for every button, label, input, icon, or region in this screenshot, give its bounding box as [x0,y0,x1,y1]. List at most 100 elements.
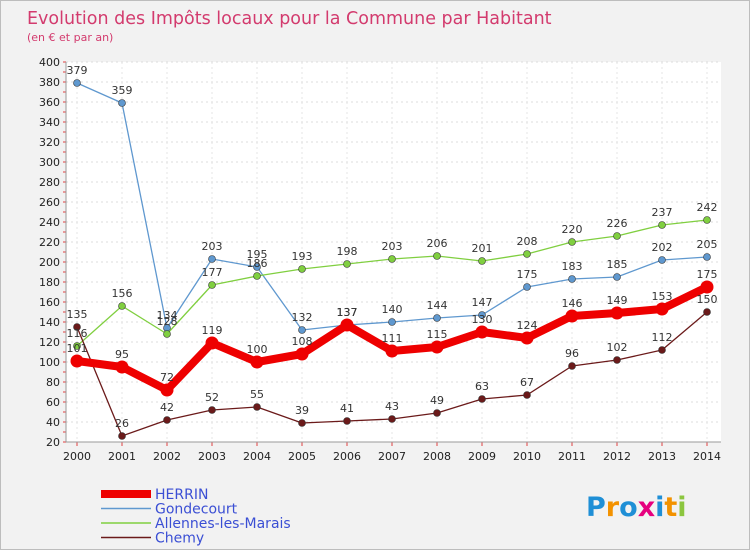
point-chemy [118,432,126,440]
data-label-allennes-les-marais: 208 [517,235,538,248]
point-gondecourt [568,275,576,283]
logo-letter: i [677,492,686,523]
point-chemy [163,416,171,424]
data-label-chemy: 39 [295,404,309,417]
data-label-gondecourt: 195 [247,248,268,261]
x-tick-label: 2010 [513,450,541,463]
data-label-chemy: 52 [205,391,219,404]
data-label-herrin: 149 [607,294,628,307]
point-allennes-les-marais [163,330,171,338]
x-tick-label: 2005 [288,450,316,463]
y-tick-label: 20 [46,436,60,449]
point-gondecourt [523,283,531,291]
data-label-herrin: 95 [115,348,129,361]
y-tick-label: 340 [39,116,60,129]
point-herrin [205,336,219,350]
data-label-herrin: 124 [517,319,538,332]
x-tick-label: 2012 [603,450,631,463]
y-tick-label: 60 [46,396,60,409]
data-label-herrin: 130 [472,313,493,326]
y-tick-label: 320 [39,136,60,149]
point-gondecourt [253,263,261,271]
legend-label-gondecourt: Gondecourt [155,502,238,518]
y-tick-label: 120 [39,336,60,349]
data-label-chemy: 49 [430,394,444,407]
point-herrin [655,302,669,316]
data-label-herrin: 153 [652,290,673,303]
point-herrin [250,355,264,369]
data-label-allennes-les-marais: 201 [472,242,493,255]
point-chemy [568,362,576,370]
point-herrin [160,383,174,397]
data-label-herrin: 146 [562,297,583,310]
point-allennes-les-marais [658,221,666,229]
data-label-chemy: 135 [67,308,88,321]
x-tick-label: 2008 [423,450,451,463]
data-label-herrin: 111 [382,332,403,345]
data-label-herrin: 175 [697,268,718,281]
data-label-gondecourt: 144 [427,299,448,312]
point-herrin [700,280,714,294]
point-allennes-les-marais [118,302,126,310]
data-label-gondecourt: 183 [562,260,583,273]
point-chemy [388,415,396,423]
logo-letter: i [655,492,664,523]
logo-letter: x [638,492,655,523]
data-label-herrin: 119 [202,324,223,337]
point-gondecourt [478,311,486,319]
point-allennes-les-marais [703,216,711,224]
data-label-allennes-les-marais: 203 [382,240,403,253]
data-label-gondecourt: 379 [67,64,88,77]
point-allennes-les-marais [208,281,216,289]
data-label-chemy: 42 [160,401,174,414]
data-label-allennes-les-marais: 177 [202,266,223,279]
point-allennes-les-marais [298,265,306,273]
y-tick-label: 80 [46,376,60,389]
point-allennes-les-marais [568,238,576,246]
y-tick-label: 220 [39,236,60,249]
y-tick-label: 200 [39,256,60,269]
data-label-chemy: 112 [652,331,673,344]
point-allennes-les-marais [613,232,621,240]
point-chemy [613,356,621,364]
point-herrin [385,344,399,358]
data-label-chemy: 102 [607,341,628,354]
point-gondecourt [613,273,621,281]
data-label-allennes-les-marais: 226 [607,217,628,230]
legend-label-allennes-les-marais: Allennes-les-Marais [155,516,291,532]
chart-subtitle: (en € et par an) [27,31,113,44]
point-chemy [253,403,261,411]
y-tick-label: 240 [39,216,60,229]
data-label-chemy: 63 [475,380,489,393]
point-gondecourt [658,256,666,264]
point-chemy [703,308,711,316]
data-label-allennes-les-marais: 128 [157,315,178,328]
point-herrin [475,325,489,339]
data-label-allennes-les-marais: 237 [652,206,673,219]
data-label-herrin: 115 [427,328,448,341]
data-label-allennes-les-marais: 242 [697,201,718,214]
point-chemy [523,391,531,399]
logo-letter: P [586,492,606,523]
y-tick-label: 400 [39,56,60,69]
data-label-gondecourt: 175 [517,268,538,281]
chart-title: Evolution des Impôts locaux pour la Comm… [27,9,552,29]
point-chemy [298,419,306,427]
data-label-gondecourt: 137 [337,306,358,319]
point-allennes-les-marais [523,250,531,258]
point-gondecourt [118,99,126,107]
y-tick-label: 380 [39,76,60,89]
y-tick-label: 40 [46,416,60,429]
data-label-allennes-les-marais: 116 [67,327,88,340]
point-chemy [478,395,486,403]
logo-letter: o [619,492,638,523]
data-label-gondecourt: 205 [697,238,718,251]
data-label-chemy: 67 [520,376,534,389]
legend-label-herrin: HERRIN [155,487,208,503]
data-label-gondecourt: 147 [472,296,493,309]
y-tick-label: 280 [39,176,60,189]
data-label-herrin: 72 [160,371,174,384]
proxiti-logo: Proxiti [586,492,687,523]
y-tick-label: 260 [39,196,60,209]
data-labels: 379 359 134 203 195 132 137 140 144 147 175 183 185 2… [67,64,718,430]
